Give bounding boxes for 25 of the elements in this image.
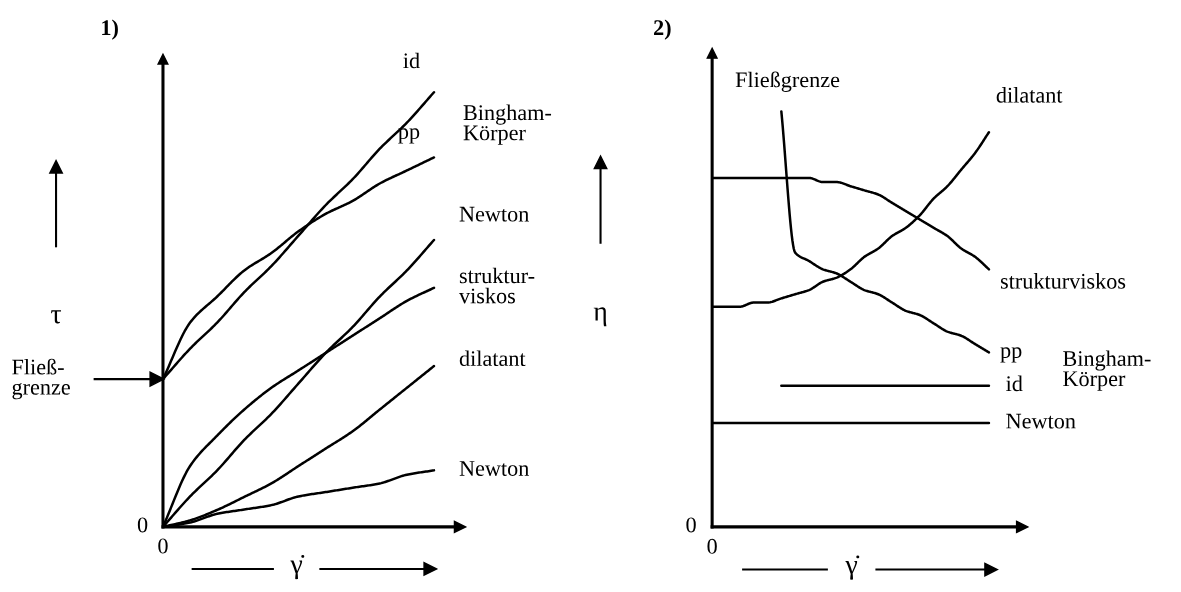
- series-label: pp: [1000, 347, 1022, 363]
- series-label: struktur- viskos: [458, 267, 535, 304]
- series-label: id: [1006, 375, 1023, 392]
- text: 0: [686, 517, 696, 533]
- series-label: id: [403, 52, 420, 69]
- series-label: dilatant: [996, 87, 1063, 103]
- series-label: Newton: [459, 206, 529, 222]
- chart-title: 2): [654, 19, 671, 40]
- y-axis-title: τ: [51, 310, 62, 324]
- series-label: Newton: [1006, 413, 1076, 429]
- series-label: Newton: [459, 461, 529, 476]
- text: Fließgrenze: [735, 71, 840, 92]
- text: Bingham- Körper: [1063, 350, 1151, 391]
- text: 0: [137, 517, 148, 533]
- chart-title: 1): [102, 19, 118, 40]
- x-axis-title: γ̇: [290, 554, 305, 580]
- x-axis-title: γ̇: [845, 555, 860, 580]
- series-label: pp: [398, 128, 420, 144]
- series-label: strukturviskos: [1000, 273, 1126, 289]
- series-label: dilatant: [459, 350, 526, 367]
- text: 0: [707, 538, 717, 554]
- text: Bingham- Körper: [463, 104, 552, 145]
- y-axis-title: η: [593, 307, 607, 327]
- text: Fließ- grenze: [12, 358, 70, 400]
- text: 0: [158, 538, 168, 554]
